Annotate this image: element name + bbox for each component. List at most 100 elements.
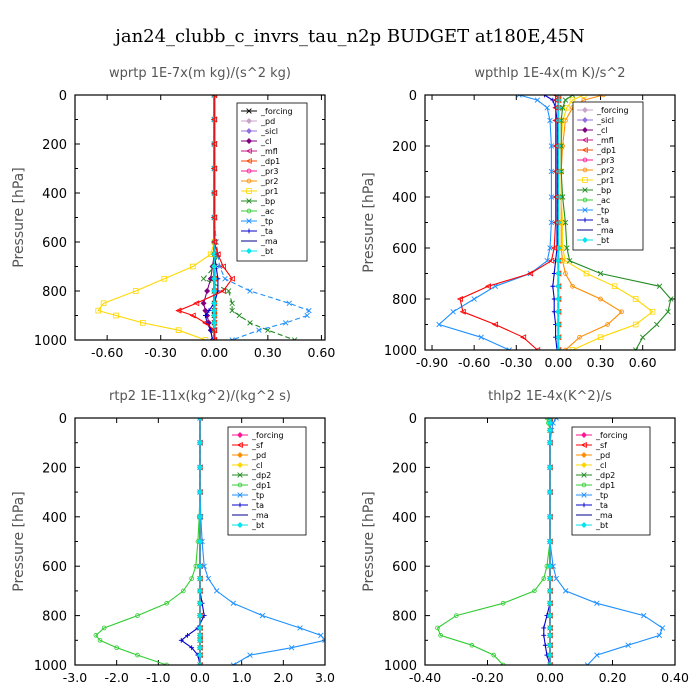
series-point bbox=[584, 662, 591, 665]
series-line-unlabeled bbox=[459, 95, 557, 350]
series-point bbox=[564, 245, 570, 251]
x-tick-label: 1.0 bbox=[232, 670, 252, 685]
legend-marker bbox=[582, 107, 588, 113]
legend-marker bbox=[581, 452, 587, 458]
series-point bbox=[211, 275, 218, 282]
series-point bbox=[541, 576, 547, 581]
series-point bbox=[547, 427, 553, 434]
series-point bbox=[202, 337, 209, 340]
series-point bbox=[562, 97, 569, 103]
y-tick-label: 400 bbox=[42, 187, 67, 202]
plot-frame bbox=[424, 417, 676, 666]
series-point bbox=[229, 307, 235, 314]
series-point bbox=[562, 219, 569, 226]
series-point bbox=[322, 637, 325, 644]
series-point bbox=[547, 439, 553, 446]
series-point bbox=[140, 320, 146, 326]
series-point bbox=[211, 300, 218, 307]
x-tick-label: 0.00 bbox=[200, 345, 228, 360]
series-point bbox=[500, 600, 506, 606]
legend-label: _ta bbox=[251, 501, 264, 510]
legend-label: _dp1 bbox=[260, 157, 280, 166]
series-point bbox=[547, 662, 553, 665]
legend-marker bbox=[582, 217, 588, 223]
series-point bbox=[256, 327, 262, 333]
legend: _forcing_pd_sicl_cl_mfl_dp1_pr3_pr2_pr1_… bbox=[236, 102, 308, 262]
series-point bbox=[164, 600, 169, 606]
panel-title: thlp2 1E-4x(K^2)/s bbox=[488, 389, 612, 404]
series-point bbox=[547, 642, 553, 649]
y-tick-label: 800 bbox=[42, 285, 67, 300]
series-point bbox=[164, 662, 169, 665]
series-point bbox=[229, 300, 235, 306]
series-point bbox=[453, 613, 459, 618]
series-point bbox=[527, 270, 534, 277]
series-point bbox=[228, 275, 235, 282]
series-point bbox=[555, 257, 562, 264]
series-point bbox=[548, 143, 555, 149]
y-tick-label: 0 bbox=[59, 412, 67, 427]
series-point bbox=[656, 632, 663, 639]
series-point bbox=[520, 334, 527, 341]
legend-marker bbox=[581, 492, 587, 498]
series-point bbox=[559, 105, 566, 111]
series-point bbox=[100, 300, 107, 307]
series-group bbox=[436, 95, 674, 350]
legend-marker bbox=[582, 157, 588, 163]
series-point bbox=[211, 263, 218, 270]
series-point bbox=[219, 287, 227, 295]
legend-marker bbox=[246, 168, 252, 174]
legend-label: _dp1 bbox=[595, 481, 615, 490]
legend-box bbox=[236, 102, 308, 262]
legend-marker bbox=[581, 432, 587, 438]
legend-label: _pr1 bbox=[260, 187, 278, 196]
legend-label: _cl bbox=[595, 461, 607, 470]
legend-label: _mfl bbox=[596, 136, 614, 145]
series-point bbox=[547, 489, 553, 496]
y-tick-label: 200 bbox=[392, 140, 417, 155]
y-tick-label: 600 bbox=[42, 560, 67, 575]
series-point bbox=[632, 347, 639, 350]
panel-title: wprtp 1E-7x(m kg)/(s^2 kg) bbox=[109, 66, 291, 81]
panel-title: wpthlp 1E-4x(m K)/s^2 bbox=[474, 66, 625, 81]
series-point bbox=[450, 309, 456, 315]
legend-marker bbox=[237, 462, 243, 468]
series-point bbox=[547, 612, 553, 619]
x-tick-label: 0.60 bbox=[308, 345, 336, 360]
series-group bbox=[435, 418, 666, 665]
series-point bbox=[632, 321, 639, 328]
series-point bbox=[555, 194, 562, 200]
series-point bbox=[555, 347, 562, 350]
series-point bbox=[547, 575, 553, 582]
series-point bbox=[555, 283, 562, 290]
series-point bbox=[210, 140, 218, 148]
legend-marker bbox=[246, 198, 252, 204]
legend-label: _sicl bbox=[260, 127, 278, 136]
legend-label: _dp1 bbox=[596, 146, 616, 155]
series-point bbox=[200, 276, 207, 282]
series-point bbox=[436, 321, 442, 328]
series-point bbox=[210, 116, 218, 123]
series-point bbox=[135, 652, 140, 658]
series-point bbox=[548, 194, 555, 200]
y-tick-label: 1000 bbox=[384, 659, 417, 674]
series-point bbox=[197, 418, 203, 421]
series-point bbox=[534, 97, 541, 103]
series-point bbox=[665, 309, 671, 315]
series-point bbox=[541, 625, 547, 631]
series-point bbox=[547, 600, 553, 607]
plot-frame bbox=[74, 94, 326, 341]
series-point bbox=[185, 632, 190, 638]
legend-label: _pr2 bbox=[596, 166, 614, 175]
y-tick-label: 400 bbox=[392, 191, 417, 206]
series-line-pr1 bbox=[560, 95, 654, 350]
series-point bbox=[197, 600, 203, 607]
legend-marker bbox=[246, 118, 252, 124]
legend-marker bbox=[582, 177, 588, 183]
series-point bbox=[555, 104, 562, 111]
series-point bbox=[594, 652, 600, 658]
x-tick-label: 0.60 bbox=[629, 355, 657, 370]
series-point bbox=[550, 244, 558, 252]
series-point bbox=[554, 347, 560, 350]
series-point bbox=[435, 625, 440, 631]
